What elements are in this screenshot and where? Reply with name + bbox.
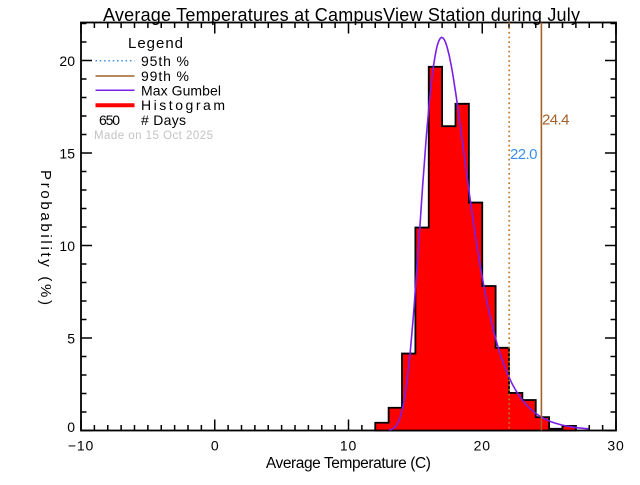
svg-text:20: 20 <box>59 53 75 69</box>
svg-text:22.0: 22.0 <box>510 146 538 163</box>
svg-text:Made on 15 Oct 2025: Made on 15 Oct 2025 <box>94 130 213 142</box>
svg-text:0: 0 <box>211 438 219 454</box>
svg-text:30: 30 <box>607 438 624 454</box>
svg-text:10: 10 <box>340 438 357 454</box>
svg-text:Average Temperatures at Campus: Average Temperatures at CampusView Stati… <box>103 5 580 25</box>
svg-text:650: 650 <box>99 112 120 128</box>
svg-text:20: 20 <box>474 438 491 454</box>
svg-text:Probability (%): Probability (%) <box>37 170 54 305</box>
svg-text:95th %: 95th % <box>141 53 189 69</box>
svg-text:15: 15 <box>59 146 75 162</box>
svg-text:24.4: 24.4 <box>542 112 570 129</box>
svg-text:Average Temperature (C): Average Temperature (C) <box>266 455 431 472</box>
svg-text:Legend: Legend <box>128 35 183 52</box>
svg-text:99th %: 99th % <box>141 68 189 84</box>
svg-text:Max Gumbel: Max Gumbel <box>141 82 221 98</box>
svg-text:5: 5 <box>67 331 75 347</box>
svg-text:# Days: # Days <box>141 112 186 128</box>
svg-text:0: 0 <box>67 419 75 435</box>
svg-text:−10: −10 <box>68 438 94 454</box>
svg-text:10: 10 <box>59 238 75 254</box>
